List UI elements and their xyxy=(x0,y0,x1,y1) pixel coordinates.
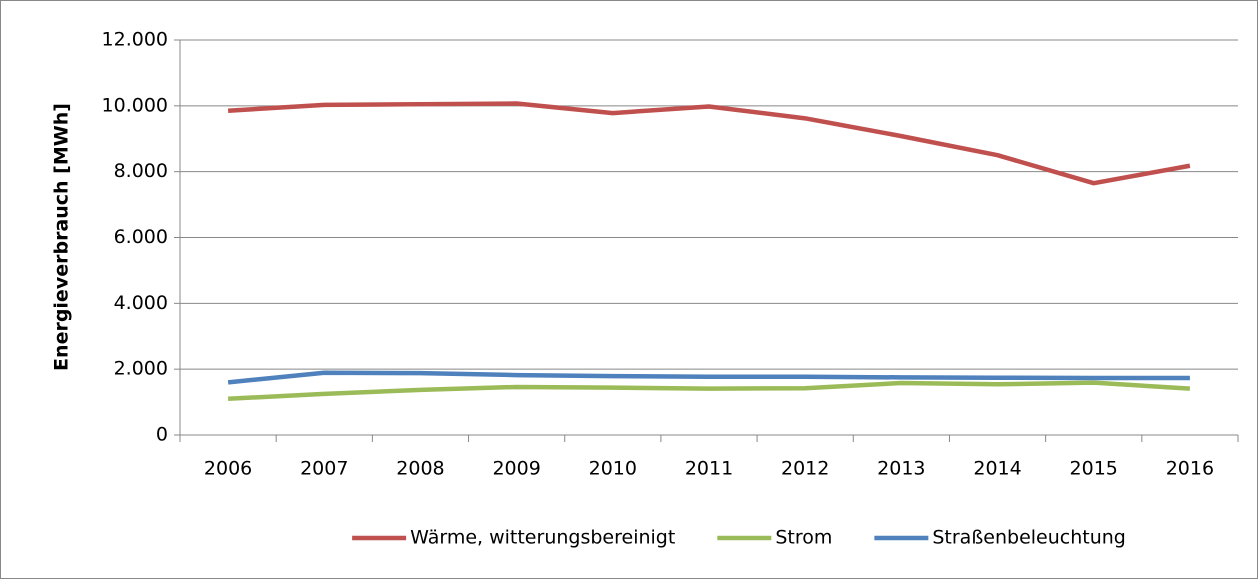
x-tick-label: 2013 xyxy=(877,458,925,480)
legend-label: Strom xyxy=(775,527,832,549)
x-tick-label: 2008 xyxy=(396,458,444,480)
y-axis-title: Energieverbrauch [MWh] xyxy=(51,103,73,371)
y-tick-label: 8.000 xyxy=(114,160,168,182)
legend-label: Straßenbeleuchtung xyxy=(932,527,1126,549)
x-tick-label: 2011 xyxy=(685,458,733,480)
y-tick-label: 10.000 xyxy=(102,94,168,116)
line-series xyxy=(227,370,1190,385)
x-tick-label: 2006 xyxy=(204,458,252,480)
x-tick-label: 2012 xyxy=(781,458,829,480)
x-tick-label: 2014 xyxy=(973,458,1021,480)
x-tick-label: 2009 xyxy=(492,458,540,480)
y-tick-label: 6.000 xyxy=(114,226,168,248)
legend-label: Wärme, witterungsbereinigt xyxy=(410,527,675,549)
y-tick-label: 4.000 xyxy=(114,292,168,314)
line-series xyxy=(227,380,1191,402)
x-tick-label: 2007 xyxy=(300,458,348,480)
x-tick-label: 2016 xyxy=(1166,458,1214,480)
x-tick-label: 2015 xyxy=(1070,458,1118,480)
y-tick-label: 2.000 xyxy=(114,358,168,380)
x-tick-label: 2010 xyxy=(589,458,637,480)
y-tick-label: 0 xyxy=(156,424,168,446)
line-series xyxy=(227,101,1191,186)
y-tick-label: 12.000 xyxy=(102,29,168,51)
